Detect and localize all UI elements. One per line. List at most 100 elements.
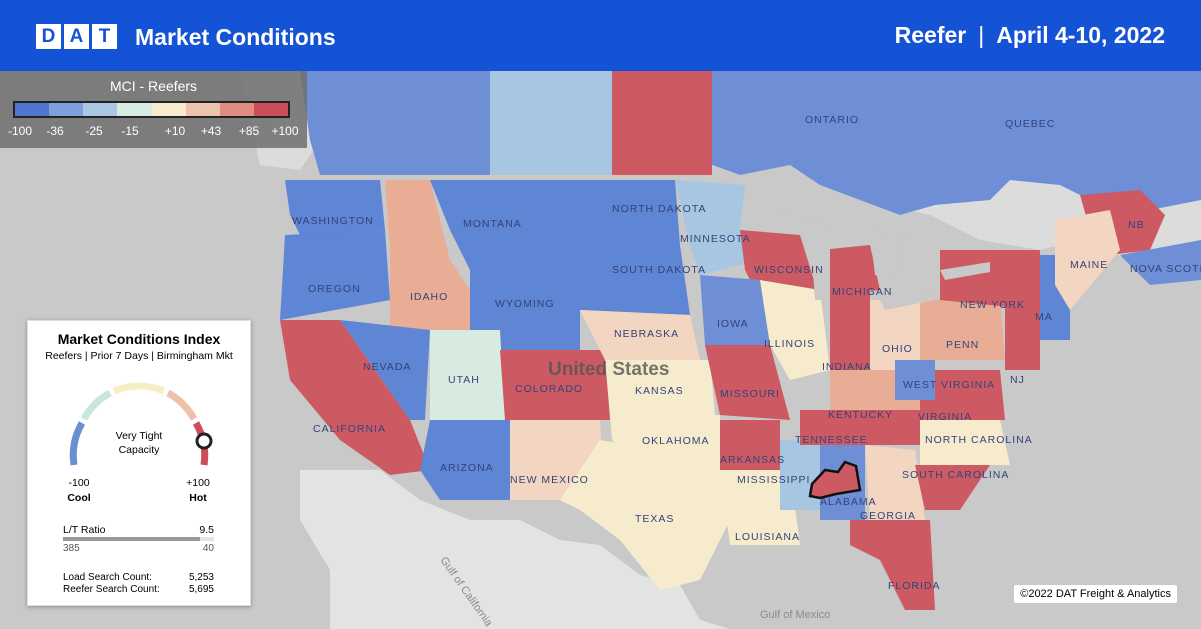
label-north-carolina: NORTH CAROLINA [925,434,1033,446]
state-north-dakota[interactable] [580,180,680,245]
gauge-hot-caption: Hot [189,492,207,504]
load-search-row: Load Search Count: 5,253 [63,572,214,583]
state-north-carolina[interactable] [920,420,1010,465]
state-new-york[interactable] [940,250,1040,310]
region-alberta-bc[interactable] [300,71,490,175]
gauge-needle [195,432,213,450]
legend-tick-label: -15 [121,124,139,138]
gauge-min-label: -100 [68,477,90,489]
state-virginia[interactable] [920,370,1005,420]
state-iowa[interactable] [700,275,770,345]
label-washington: WASHINGTON [292,215,374,227]
state-tennessee[interactable] [800,410,920,445]
label-gulf-mexico: Gulf of Mexico [760,609,830,621]
label-new-mexico: NEW MEXICO [510,474,589,486]
state-pennsylvania[interactable] [920,300,1005,360]
state-utah[interactable] [430,330,505,420]
header-separator: | [978,22,985,48]
label-georgia: GEORGIA [860,510,916,522]
lake-superior [770,200,860,225]
state-arkansas[interactable] [720,420,780,470]
state-colorado[interactable] [500,350,610,420]
state-arizona[interactable] [420,420,510,500]
legend-tick-label: -25 [85,124,103,138]
legend-tick-label: -100 [7,124,33,138]
label-illinois: ILLINOIS [764,338,815,350]
state-washington[interactable] [285,180,385,235]
label-south-carolina: SOUTH CAROLINA [902,469,1009,481]
state-florida[interactable] [850,520,935,610]
state-south-dakota[interactable] [580,245,690,315]
legend-tick-label: -36 [46,124,64,138]
label-wisconsin: WISCONSIN [754,264,824,276]
label-west-virginia: WEST VIRGINIA [903,379,995,391]
gauge-segment-cool-light [80,389,112,421]
label-alabama: ALABAMA [820,496,877,508]
lt-ratio-value: 9.5 [199,524,214,536]
label-nova-scotia: NOVA SCOTIA [1130,263,1201,275]
region-saskatchewan[interactable] [490,71,612,175]
state-illinois[interactable] [760,280,830,380]
region-manitoba[interactable] [612,71,712,175]
label-new-york: NEW YORK [960,299,1025,311]
label-utah: UTAH [448,374,480,386]
lake-huron [870,230,905,280]
label-idaho: IDAHO [410,291,448,303]
us-states [280,180,1120,610]
legend-ticks: -100 -36 -25 -15 +10 +43 +85 +100 [0,124,307,140]
state-nevada[interactable] [340,320,430,420]
label-louisiana: LOUISIANA [735,531,800,543]
region-quebec[interactable] [935,71,1201,210]
state-nebraska[interactable] [580,310,700,360]
label-florida: FLORIDA [888,580,941,592]
state-georgia[interactable] [865,445,925,520]
state-labels: WASHINGTON MONTANA NORTH DAKOTA MINNESOT… [292,114,1201,592]
date-range: April 4-10, 2022 [996,22,1165,48]
load-search-value: 5,253 [188,572,214,583]
region-ontario[interactable] [710,71,935,215]
state-ohio[interactable] [870,300,920,370]
legend-tick-label: +43 [200,124,222,138]
legend-swatch [253,103,288,116]
label-minnesota: MINNESOTA [680,233,751,245]
state-maine[interactable] [1055,210,1120,310]
state-oregon[interactable] [280,230,390,320]
state-michigan[interactable] [820,245,880,295]
state-montana[interactable] [430,180,580,270]
legend-tick-label: +85 [238,124,260,138]
label-montana: MONTANA [463,218,522,230]
state-missouri[interactable] [705,345,790,420]
market-map[interactable]: WASHINGTON MONTANA NORTH DAKOTA MINNESOT… [0,71,1201,629]
loads-value: 385 [63,543,80,554]
label-california: CALIFORNIA [313,423,386,435]
state-new-jersey[interactable] [1005,300,1040,370]
label-kansas: KANSAS [635,385,684,397]
mci-panel: Market Conditions Index Reefers | Prior … [27,320,251,606]
state-california[interactable] [280,320,430,475]
label-iowa: IOWA [717,318,749,330]
state-west-virginia[interactable] [895,360,935,400]
panel-subtitle: Reefers | Prior 7 Days | Birmingham Mkt [45,350,233,362]
state-south-carolina[interactable] [915,465,990,510]
legend-swatch [83,103,118,116]
state-kansas[interactable] [605,360,715,415]
header-bar: D A T Market Conditions Reefer | April 4… [0,0,1201,71]
label-south-dakota: SOUTH DAKOTA [612,264,706,276]
mexico-land [300,470,730,629]
panel-title: Market Conditions Index [57,331,221,347]
state-texas[interactable] [560,440,730,590]
lake-michigan [810,230,830,300]
region-nova-scotia[interactable] [1120,240,1201,285]
label-ma: MA [1035,311,1053,323]
birmingham-market-outline[interactable] [808,460,862,500]
label-tennessee: TENNESSEE [795,434,868,446]
gauge-segment-warm [166,389,198,421]
reefer-search-value: 5,695 [188,584,214,595]
label-ontario: ONTARIO [805,114,859,126]
label-arizona: ARIZONA [440,462,494,474]
label-arkansas: ARKANSAS [720,454,785,466]
state-minnesota[interactable] [675,180,760,275]
state-idaho[interactable] [385,180,470,330]
gauge-status: Very Tight Capacity [28,429,250,457]
state-indiana[interactable] [830,290,870,370]
